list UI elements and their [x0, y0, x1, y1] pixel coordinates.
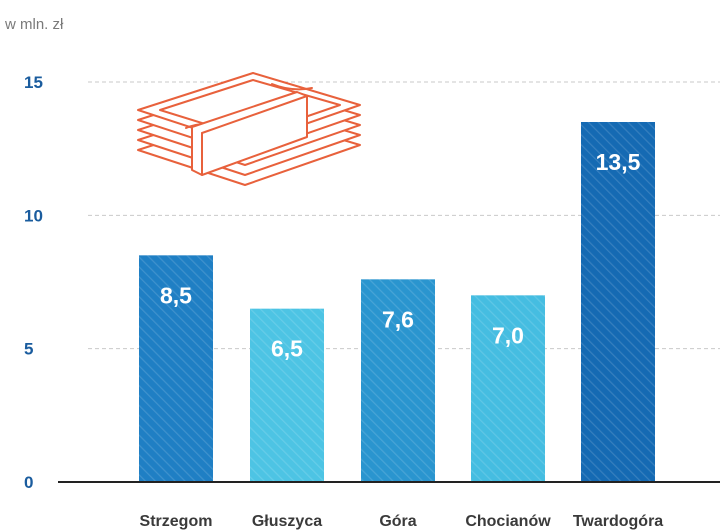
money-stack-icon	[137, 72, 361, 186]
y-tick-label: 10	[24, 206, 43, 225]
bar-hatch	[250, 308, 324, 482]
x-tick-label: Strzegom	[140, 513, 213, 530]
data-label: 8,5	[160, 282, 192, 308]
data-label: 7,6	[382, 306, 414, 332]
bar-hatch	[581, 122, 655, 482]
x-axis-ticks: Strzegom Głuszyca Góra Chocianów Twardogóra	[140, 513, 664, 530]
data-label: 13,5	[596, 149, 641, 175]
data-label: 7,0	[492, 322, 524, 348]
bar-hatch	[471, 295, 545, 482]
x-tick-label: Chocianów	[465, 513, 551, 530]
y-axis-ticks: 0 5 10 15	[24, 73, 43, 492]
bars	[139, 122, 655, 482]
y-tick-label: 15	[24, 73, 43, 92]
data-label: 6,5	[271, 336, 303, 362]
bar-hatch	[139, 255, 213, 482]
x-tick-label: Twardogóra	[573, 513, 663, 530]
unit-label: w mln. zł	[4, 16, 64, 33]
bar-hatch	[361, 279, 435, 482]
y-tick-label: 0	[24, 473, 33, 492]
x-tick-label: Góra	[379, 513, 416, 530]
y-tick-label: 5	[24, 340, 33, 359]
x-tick-label: Głuszyca	[252, 513, 322, 530]
value-labels: 8,5 6,5 7,6 7,0 13,5	[160, 149, 641, 362]
